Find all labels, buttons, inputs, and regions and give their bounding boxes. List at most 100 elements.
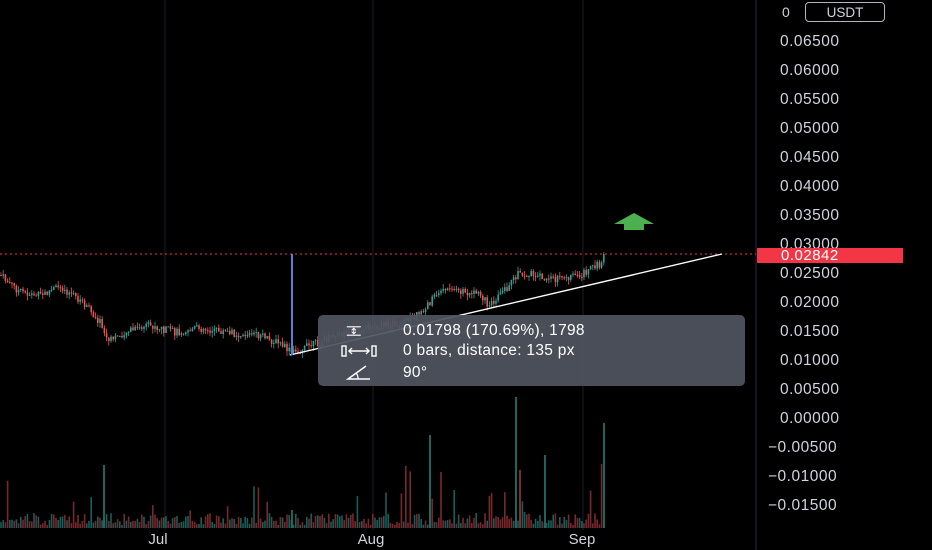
volume-bar bbox=[105, 513, 108, 528]
candle-body bbox=[86, 305, 88, 307]
volume-bar bbox=[521, 501, 524, 528]
candle-body bbox=[545, 278, 548, 281]
volume-bar bbox=[506, 515, 508, 528]
volume-bar bbox=[13, 520, 15, 528]
candle-body bbox=[589, 266, 592, 270]
volume-bar bbox=[420, 519, 422, 528]
candle-body bbox=[28, 295, 31, 297]
volume-bar bbox=[20, 516, 22, 528]
volume-bar bbox=[220, 522, 222, 528]
volume-bar bbox=[66, 520, 68, 528]
candle-body bbox=[171, 328, 174, 330]
candle-body bbox=[270, 339, 273, 344]
candle-body bbox=[497, 294, 499, 301]
price-axis-label: 0.02500 bbox=[780, 265, 840, 282]
currency-selector[interactable]: USDT bbox=[805, 2, 885, 22]
volume-bar bbox=[389, 522, 392, 528]
candle-body bbox=[422, 311, 425, 313]
candle-body bbox=[127, 331, 130, 333]
candle-body bbox=[4, 274, 7, 281]
volume-bar bbox=[585, 519, 587, 528]
candle-body bbox=[37, 291, 40, 296]
candle-body bbox=[251, 333, 253, 335]
volume-bar bbox=[361, 521, 363, 528]
volume-bar bbox=[319, 516, 321, 528]
volume-bar bbox=[374, 517, 376, 528]
volume-bar bbox=[523, 512, 526, 528]
volume-bar bbox=[396, 521, 398, 528]
volume-bar bbox=[75, 522, 77, 528]
volume-bar bbox=[277, 524, 279, 528]
candle-body bbox=[57, 285, 59, 288]
candle-body bbox=[33, 293, 35, 296]
candle-body bbox=[81, 299, 84, 301]
volume-bar bbox=[147, 521, 150, 528]
candle-body bbox=[9, 281, 11, 283]
volume-bar bbox=[561, 523, 563, 528]
candle-body bbox=[567, 277, 570, 280]
candle-body bbox=[231, 329, 233, 335]
volume-bar bbox=[455, 523, 458, 528]
volume-bar bbox=[198, 524, 200, 528]
candle-body bbox=[31, 293, 33, 296]
candle-body bbox=[2, 274, 4, 276]
candle-body bbox=[207, 330, 209, 332]
volume-bar bbox=[200, 517, 202, 528]
candle-body bbox=[515, 277, 517, 280]
candle-body bbox=[534, 275, 537, 277]
candle-body bbox=[72, 293, 75, 295]
candle-body bbox=[570, 274, 572, 280]
price-axis-label: 0.05500 bbox=[780, 91, 840, 108]
volume-bar bbox=[495, 516, 497, 528]
candle-body bbox=[578, 275, 581, 277]
candle-body bbox=[160, 326, 163, 330]
candle-body bbox=[167, 326, 169, 328]
candle-body bbox=[246, 334, 249, 337]
volume-bar bbox=[279, 517, 282, 528]
arrow-up-icon[interactable] bbox=[614, 213, 654, 230]
candle-body bbox=[462, 288, 464, 294]
volume-bar bbox=[119, 521, 121, 528]
candle-body bbox=[59, 287, 62, 289]
candle-body bbox=[475, 290, 477, 294]
candle-body bbox=[233, 329, 235, 337]
volume-bar bbox=[130, 521, 132, 528]
volume-bar bbox=[163, 517, 165, 528]
candle-body bbox=[444, 288, 447, 291]
candle-body bbox=[182, 333, 185, 335]
volume-bar bbox=[248, 523, 251, 528]
candle-body bbox=[141, 327, 143, 329]
candle-body bbox=[581, 276, 583, 278]
volume-bar bbox=[207, 514, 209, 528]
volume-bar bbox=[515, 397, 517, 528]
volume-bar bbox=[446, 519, 449, 528]
volume-bar bbox=[160, 517, 163, 528]
candle-body bbox=[506, 287, 508, 291]
volume-bar bbox=[440, 471, 442, 528]
candle-body bbox=[519, 270, 521, 273]
candle-body bbox=[438, 293, 440, 296]
price-axis-label: 0.06000 bbox=[780, 62, 840, 79]
volume-bar bbox=[402, 521, 405, 528]
volume-bar bbox=[314, 515, 317, 528]
candle-body bbox=[442, 288, 444, 291]
candle-body bbox=[541, 273, 543, 280]
candle-body bbox=[174, 328, 176, 336]
volume-bar bbox=[110, 513, 112, 528]
volume-bar bbox=[244, 516, 246, 528]
volume-bars bbox=[0, 397, 605, 528]
price-axis-label: 0.01500 bbox=[780, 323, 840, 340]
volume-bar bbox=[332, 519, 334, 528]
volume-bar bbox=[28, 521, 31, 528]
volume-bar bbox=[70, 523, 73, 528]
volume-bar bbox=[508, 519, 510, 528]
volume-bar bbox=[504, 492, 506, 528]
candle-body bbox=[435, 294, 438, 296]
candle-body bbox=[264, 333, 266, 339]
candle-body bbox=[132, 327, 134, 331]
candle-body bbox=[550, 276, 552, 279]
candle-body bbox=[68, 292, 70, 295]
candle-body bbox=[165, 326, 167, 333]
volume-bar bbox=[391, 523, 394, 528]
